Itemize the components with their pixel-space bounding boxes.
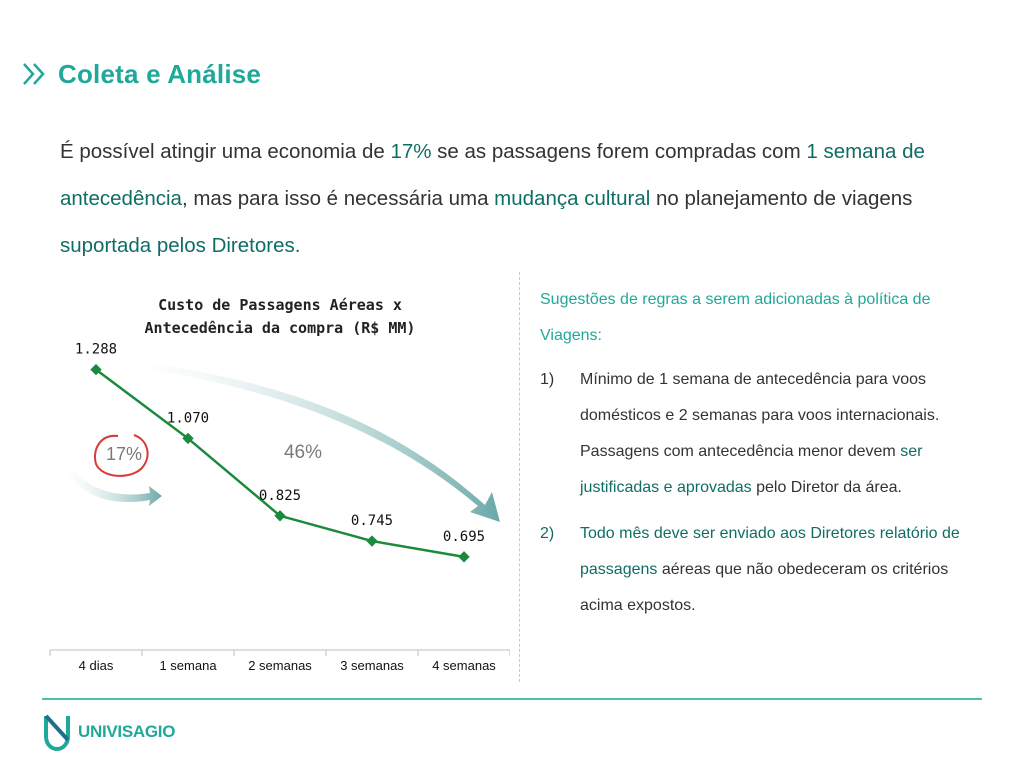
- x-tick-label: 2 semanas: [248, 658, 312, 673]
- data-point-marker: [182, 432, 194, 445]
- list-item-highlight: Todo mês deve ser enviado aos Diretores …: [580, 525, 960, 578]
- lead-text-4: no planejamento de viagens: [650, 187, 913, 210]
- univisagio-logo-icon: [44, 714, 70, 752]
- lead-highlight-saving: 17%: [390, 140, 432, 163]
- data-label: 0.695: [443, 529, 485, 545]
- line-chart: Custo de Passagens Aéreas x Antecedência…: [49, 296, 511, 673]
- saving-circle-annotation: [94, 434, 149, 477]
- univisagio-logo: UNIVISAGIO: [42, 712, 175, 752]
- rules-list: 1) Mínimo de 1 semana de antecedência pa…: [540, 362, 990, 624]
- lead-highlight-week: 1 semana de antecedência: [60, 140, 925, 210]
- lead-highlight-directors: suportada pelos Diretores.: [60, 234, 301, 257]
- data-label: 1.288: [75, 342, 117, 358]
- list-item-text-end: aéreas que não obedeceram os critérios a…: [580, 561, 949, 614]
- big-saving-arrow: [128, 360, 500, 522]
- lead-text-1: É possível atingir uma economia de: [60, 140, 391, 163]
- list-item: 2) Todo mês deve ser enviado aos Diretor…: [540, 516, 990, 624]
- lead-paragraph: É possível atingir uma economia de 17% s…: [60, 128, 980, 269]
- small-saving-arrow: [64, 460, 162, 506]
- slide-header: Coleta e Análise: [20, 56, 261, 92]
- lead-text-3: , mas para isso é necessária uma: [181, 187, 495, 210]
- list-item-text-end: pelo Diretor da área.: [751, 479, 902, 496]
- footer-divider: [42, 698, 982, 700]
- lead-highlight-culture: mudança cultural: [494, 187, 651, 210]
- chart-title-line-1: Custo de Passagens Aéreas x: [158, 296, 402, 314]
- lead-text-2: se as passagens forem compradas com: [431, 140, 807, 163]
- small-saving-label: 17%: [106, 444, 142, 464]
- chart-title-line-2: Antecedência da compra (R$ MM): [145, 319, 416, 337]
- x-tick-label: 3 semanas: [340, 658, 404, 673]
- rules-subtitle: Sugestões de regras a serem adicionadas …: [540, 291, 931, 344]
- logo-text: UNIVISAGIO: [78, 722, 176, 741]
- list-item-highlight: ser justificadas e aprovadas: [580, 443, 923, 496]
- list-item: 1) Mínimo de 1 semana de antecedência pa…: [540, 362, 990, 506]
- data-label: 1.070: [167, 410, 209, 426]
- list-item-text: Mínimo de 1 semana de antecedência para …: [580, 371, 940, 460]
- data-label: 0.825: [259, 488, 301, 504]
- chart-container: Custo de Passagens Aéreas x Antecedência…: [30, 270, 511, 690]
- double-chevron-icon: [23, 63, 45, 85]
- list-item-number: 1): [540, 371, 555, 388]
- x-tick-label: 4 semanas: [432, 658, 496, 673]
- column-divider: [519, 272, 520, 682]
- data-point-marker: [458, 551, 470, 563]
- x-tick-label: 1 semana: [159, 658, 217, 673]
- data-point-marker: [366, 535, 378, 547]
- page-title: Coleta e Análise: [58, 58, 262, 89]
- list-item-number: 2): [540, 525, 555, 542]
- rules-panel: Sugestões de regras a serem adicionadas …: [540, 282, 990, 634]
- x-tick-label: 4 dias: [79, 658, 114, 673]
- data-label: 0.745: [351, 513, 393, 529]
- big-saving-label: 46%: [284, 442, 322, 463]
